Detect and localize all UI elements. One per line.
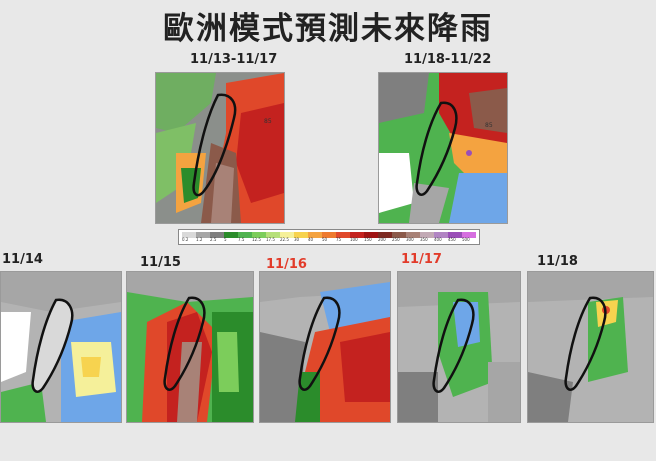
colorbar-tick-label: 30: [294, 237, 300, 242]
colorbar-swatch: [350, 232, 364, 238]
rainfall-map-11-16: [259, 271, 391, 423]
colorbar-tick-label: 400: [434, 237, 442, 242]
rainfall-map-11-17: [397, 271, 521, 423]
colorbar-swatches: [182, 232, 476, 238]
rainfall-map-11-18: [527, 271, 654, 423]
colorbar-tick-label: 0.2: [182, 237, 189, 242]
max-value-label: 85: [485, 122, 493, 129]
colorbar-tick-label: 22.5: [280, 237, 289, 242]
colorbar-swatch: [364, 232, 378, 238]
bottom-panel-label-4: 11/17: [401, 252, 442, 267]
colorbar-tick-label: 12.5: [252, 237, 261, 242]
colorbar-tick-label: 50: [322, 237, 328, 242]
colorbar-swatch: [336, 232, 350, 238]
colorbar-swatch: [280, 232, 294, 238]
colorbar-swatch: [238, 232, 252, 238]
colorbar-legend: 0.2 1.2 2.5 5 7.5 12.5 17.5 22.5 30 40 50 75 100 150 2…: [178, 229, 480, 245]
colorbar-tick-label: 350: [420, 237, 428, 242]
rainfall-map-11-18-11-22: 85: [378, 72, 508, 224]
colorbar-swatch: [182, 232, 196, 238]
colorbar-swatch: [252, 232, 266, 238]
colorbar-tick-label: 75: [336, 237, 342, 242]
colorbar-tick-label: 7.5: [238, 237, 245, 242]
top-panel-label-2: 11/18-11/22: [404, 52, 492, 67]
colorbar-tick-label: 250: [392, 237, 400, 242]
colorbar-tick-label: 1.2: [196, 237, 203, 242]
colorbar-swatch: [448, 232, 462, 238]
colorbar-swatch: [196, 232, 210, 238]
colorbar-swatch: [434, 232, 448, 238]
bottom-panel-label-1: 11/14: [2, 252, 43, 267]
bottom-panel-label-5: 11/18: [537, 254, 578, 269]
colorbar-tick-label: 200: [378, 237, 386, 242]
bottom-panel-label-3: 11/16: [266, 257, 307, 272]
colorbar-tick-label: 2.5: [210, 237, 217, 242]
colorbar-swatch: [392, 232, 406, 238]
bottom-panel-label-2: 11/15: [140, 255, 181, 270]
colorbar-swatch: [462, 232, 476, 238]
top-panel-label-1: 11/13-11/17: [190, 52, 278, 67]
colorbar-tick-label: 17.5: [266, 237, 275, 242]
colorbar-tick-label: 5: [224, 237, 227, 242]
colorbar-tick-label: 40: [308, 237, 314, 242]
colorbar-swatch: [210, 232, 224, 238]
colorbar-swatch: [294, 232, 308, 238]
rainfall-map-11-14: [0, 271, 122, 423]
colorbar-tick-label: 100: [350, 237, 358, 242]
page-title: 歐洲模式預測未來降雨: [163, 11, 493, 47]
colorbar-swatch: [378, 232, 392, 238]
colorbar-tick-label: 300: [406, 237, 414, 242]
colorbar-ticks: 0.2 1.2 2.5 5 7.5 12.5 17.5 22.5 30 40 50 75 100 150 2…: [182, 237, 476, 244]
rainfall-map-11-15: [126, 271, 254, 423]
max-value-label: 85: [264, 118, 272, 125]
colorbar-swatch: [224, 232, 238, 238]
colorbar-tick-label: 450: [448, 237, 456, 242]
colorbar-swatch: [406, 232, 420, 238]
rainfall-map-11-13-11-17: 85: [155, 72, 285, 224]
colorbar-swatch: [266, 232, 280, 238]
colorbar-swatch: [420, 232, 434, 238]
colorbar-tick-label: 500: [462, 237, 470, 242]
colorbar-tick-label: 150: [364, 237, 372, 242]
colorbar-swatch: [308, 232, 322, 238]
colorbar-swatch: [322, 232, 336, 238]
